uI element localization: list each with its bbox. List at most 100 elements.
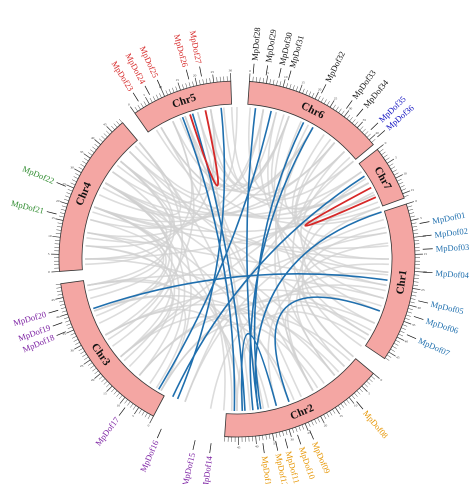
chromosome-chr4 bbox=[58, 122, 138, 272]
tick-mark bbox=[286, 83, 288, 89]
tick-mark bbox=[396, 336, 405, 341]
tick-label: 30 bbox=[70, 348, 74, 352]
background-link bbox=[138, 312, 351, 376]
tick-mark bbox=[75, 173, 80, 176]
tick-mark bbox=[362, 128, 366, 133]
tick-mark bbox=[308, 422, 311, 427]
tick-mark bbox=[72, 179, 77, 183]
tick-mark bbox=[414, 239, 420, 241]
tick-mark bbox=[202, 79, 204, 85]
tick-mark bbox=[278, 431, 281, 437]
tick-mark bbox=[130, 106, 136, 114]
tick-mark bbox=[399, 330, 405, 334]
tick-mark bbox=[65, 320, 71, 323]
tick-mark bbox=[402, 324, 408, 327]
background-link bbox=[93, 206, 167, 317]
tick-mark bbox=[140, 103, 144, 108]
tandem-duplication-links bbox=[189, 110, 377, 227]
background-link bbox=[300, 156, 385, 300]
tick-label: 0 bbox=[381, 378, 383, 382]
gene-marker bbox=[275, 440, 279, 451]
tick-mark bbox=[386, 354, 392, 358]
gene-label-mpdof32: MpDof32 bbox=[323, 50, 347, 84]
tick-mark bbox=[388, 163, 394, 167]
tick-label: 30 bbox=[229, 69, 233, 73]
tick-label: 40 bbox=[255, 444, 259, 448]
gene-marker bbox=[252, 63, 255, 74]
tick-mark bbox=[354, 392, 358, 397]
tick-mark bbox=[137, 105, 141, 110]
background-link bbox=[184, 115, 302, 398]
tick-mark bbox=[323, 414, 327, 420]
background-link bbox=[92, 160, 174, 229]
tick-mark bbox=[116, 392, 120, 397]
tick-mark bbox=[92, 146, 97, 151]
tick-mark bbox=[314, 91, 319, 100]
tick-mark bbox=[56, 226, 62, 228]
tick-mark bbox=[59, 201, 68, 205]
tick-mark bbox=[59, 303, 65, 306]
gene-label-mpdof14: MpDof14 bbox=[200, 455, 215, 484]
segmental-link bbox=[176, 107, 226, 400]
tick-mark bbox=[332, 104, 336, 110]
tick-label: 15 bbox=[51, 216, 55, 220]
tick-mark bbox=[259, 77, 261, 83]
tick-mark bbox=[401, 188, 407, 191]
tick-label: 15 bbox=[424, 252, 428, 256]
tick-mark bbox=[103, 133, 108, 138]
tick-label: 40 bbox=[375, 131, 379, 135]
gene-marker bbox=[406, 334, 417, 340]
gene-marker bbox=[48, 309, 59, 314]
tick-mark bbox=[282, 79, 286, 88]
tick-mark bbox=[299, 84, 303, 93]
tick-mark bbox=[182, 84, 184, 90]
segmental-link bbox=[172, 175, 365, 398]
background-link bbox=[128, 150, 376, 220]
tick-mark bbox=[149, 97, 153, 103]
tick-mark bbox=[398, 182, 404, 185]
tick-mark bbox=[292, 85, 295, 91]
tick-mark bbox=[57, 293, 63, 296]
gene-marker bbox=[156, 428, 162, 439]
background-link bbox=[93, 295, 187, 389]
gene-label-mpdof02: MpDof02 bbox=[434, 226, 469, 240]
tick-mark bbox=[408, 304, 417, 308]
tick-label: 5 bbox=[368, 391, 370, 395]
gene-label-mpdof08: MpDof08 bbox=[361, 408, 390, 440]
tick-label: 45 bbox=[396, 355, 400, 359]
background-link bbox=[116, 115, 202, 204]
background-synteny-links bbox=[84, 106, 390, 412]
tick-mark bbox=[292, 428, 295, 434]
tick-mark bbox=[371, 139, 376, 143]
tick-mark bbox=[399, 185, 405, 188]
tick-mark bbox=[90, 365, 95, 369]
tick-mark bbox=[346, 114, 351, 120]
tick-mark bbox=[74, 344, 82, 350]
tick-mark bbox=[106, 383, 110, 388]
tick-mark bbox=[390, 166, 396, 170]
tick-mark bbox=[83, 359, 91, 365]
background-link bbox=[284, 304, 372, 392]
gene-marker bbox=[278, 67, 282, 78]
tick-mark bbox=[156, 94, 159, 100]
tick-mark bbox=[311, 420, 314, 426]
tick-mark bbox=[354, 121, 359, 126]
tick-mark bbox=[73, 339, 79, 342]
tick-mark bbox=[56, 229, 62, 231]
tick-mark bbox=[144, 412, 148, 418]
tick-mark bbox=[88, 362, 93, 366]
background-link bbox=[89, 218, 165, 300]
background-link bbox=[184, 160, 354, 403]
tick-mark bbox=[359, 388, 363, 393]
tick-mark bbox=[289, 84, 292, 90]
tick-mark bbox=[98, 375, 104, 380]
gene-marker bbox=[284, 438, 289, 449]
chromosome-chr7 bbox=[358, 148, 405, 207]
tick-label: 15 bbox=[175, 78, 179, 82]
tick-mark bbox=[366, 133, 371, 138]
tick-mark bbox=[258, 435, 260, 441]
tick-mark bbox=[326, 412, 330, 418]
background-link bbox=[222, 107, 278, 186]
tick-mark bbox=[408, 208, 414, 211]
